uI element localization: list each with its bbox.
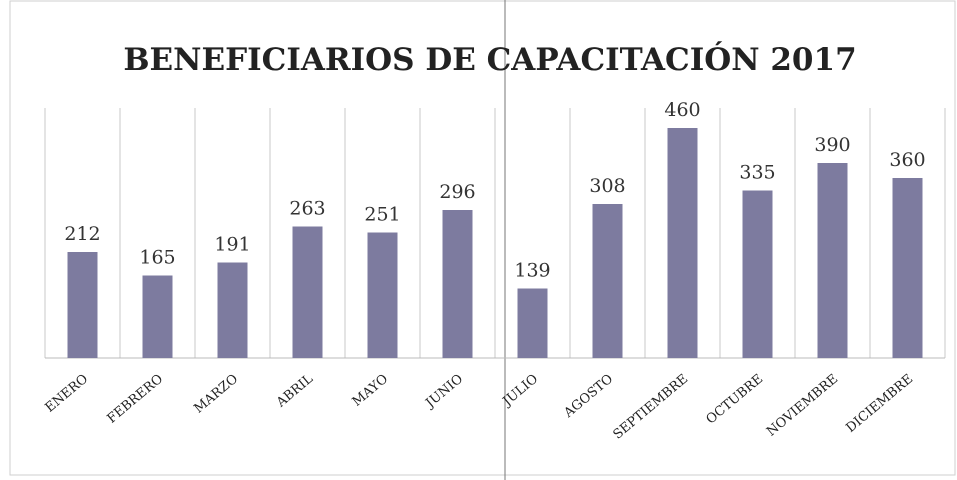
data-label: 212 [64, 223, 100, 245]
chart-frame [9, 0, 956, 476]
bar [67, 252, 98, 358]
bar [592, 204, 623, 358]
bar [892, 178, 923, 358]
bar [742, 190, 773, 358]
data-label: 263 [289, 198, 325, 220]
data-label: 308 [589, 175, 625, 197]
chart-title: BENEFICIARIOS DE CAPACITACIÓN 2017 [123, 40, 856, 78]
bar [142, 275, 173, 358]
data-label: 165 [139, 247, 175, 269]
data-label: 191 [214, 234, 250, 256]
bar [292, 226, 323, 358]
data-label: 251 [364, 204, 400, 226]
bar [817, 163, 848, 358]
data-label: 360 [889, 149, 925, 171]
bar [442, 210, 473, 358]
data-label: 296 [439, 181, 475, 203]
bar [367, 232, 398, 358]
bar [667, 128, 698, 358]
bar [517, 288, 548, 358]
bar [217, 262, 248, 358]
data-label: 390 [814, 134, 850, 156]
data-label: 335 [739, 162, 775, 184]
data-label: 139 [514, 260, 550, 282]
data-label: 460 [664, 99, 700, 121]
